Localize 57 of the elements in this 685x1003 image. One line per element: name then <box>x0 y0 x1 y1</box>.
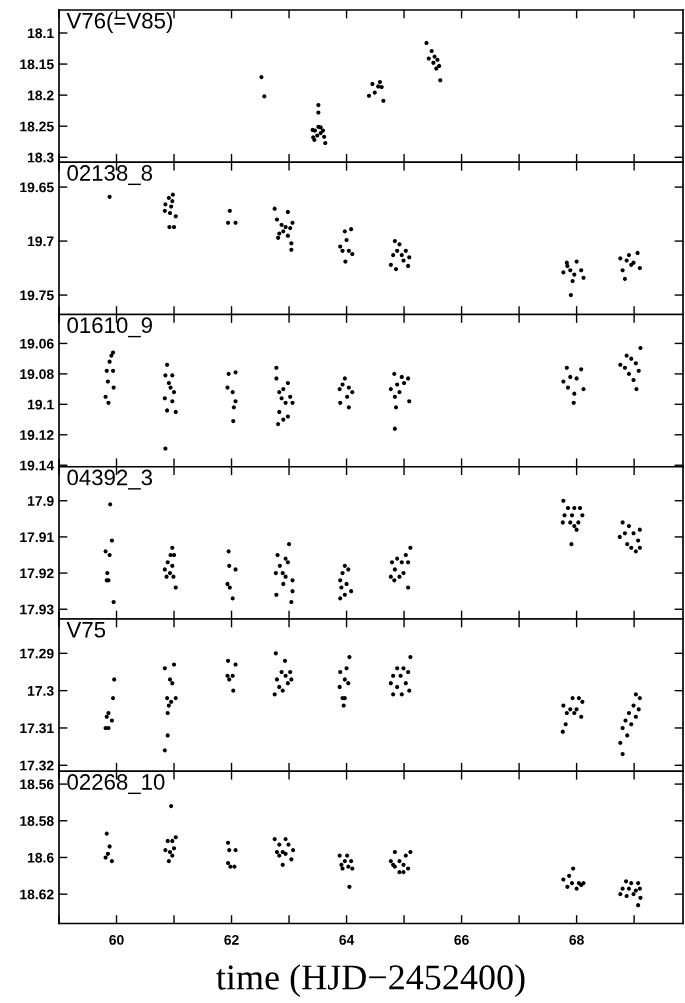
x-tick-label: 68 <box>569 934 584 945</box>
x-tick-label: 60 <box>109 934 124 945</box>
point <box>262 94 267 99</box>
point <box>434 66 439 71</box>
y-tick-label: 19.7 <box>27 236 54 247</box>
y-tick-label: 18.6 <box>27 852 54 863</box>
point <box>376 84 381 89</box>
y-tick-label: 17.3 <box>27 685 54 696</box>
y-tick-label: 19.75 <box>20 290 54 301</box>
chart-title: 02268_10 <box>67 774 165 795</box>
point <box>322 134 327 139</box>
point <box>426 56 431 61</box>
chart-title: 01610_9 <box>67 317 152 338</box>
point <box>429 48 434 54</box>
y-tick-label: 17.91 <box>20 532 54 543</box>
y-tick-label: 19.1 <box>27 399 54 410</box>
y-tick-label: 17.92 <box>20 568 54 579</box>
y-tick-label: 18.56 <box>20 779 54 790</box>
point <box>370 81 375 87</box>
x-tick-label: 64 <box>339 934 355 945</box>
point <box>381 98 386 103</box>
chart-title: 04392_3 <box>67 469 153 490</box>
y-tick-label: 18.3 <box>27 152 54 163</box>
y-tick-label: 18.58 <box>20 816 54 826</box>
x-tick-label: 66 <box>454 934 469 945</box>
y-tick-label: 19.65 <box>20 182 54 193</box>
x-tick-label: 62 <box>224 934 239 945</box>
y-tick-label: 18.2 <box>27 90 54 101</box>
chart-title: V76(=V85) <box>66 12 172 33</box>
y-tick-label: 19.12 <box>20 430 54 440</box>
point <box>424 40 429 46</box>
point <box>316 103 321 108</box>
point <box>379 84 384 90</box>
y-tick-label: 17.32 <box>20 760 54 771</box>
y-tick-label: 17.29 <box>20 648 54 659</box>
x-axis-title: time (HJD−2452400) <box>216 964 525 997</box>
y-tick-label: 19.06 <box>20 338 54 349</box>
point <box>366 93 372 98</box>
chart-title: V75 <box>66 622 106 638</box>
point <box>315 133 320 138</box>
y-tick-label: 17.9 <box>27 496 54 506</box>
point <box>437 63 442 69</box>
point <box>377 80 382 85</box>
point <box>372 90 377 95</box>
point <box>323 140 328 146</box>
point <box>431 60 436 65</box>
y-tick-label: 18.15 <box>20 59 54 70</box>
y-tick-label: 18.25 <box>20 121 54 132</box>
y-tick-label: 18.1 <box>27 28 54 39</box>
point <box>438 78 443 83</box>
y-tick-label: 17.93 <box>20 604 54 615</box>
chart-title: 02138_8 <box>67 165 153 186</box>
y-tick-label: 18.62 <box>20 889 54 900</box>
y-tick-label: 17.31 <box>20 723 54 734</box>
y-tick-label: 19.14 <box>20 460 55 471</box>
point <box>259 75 264 80</box>
y-tick-label: 19.08 <box>20 369 54 380</box>
